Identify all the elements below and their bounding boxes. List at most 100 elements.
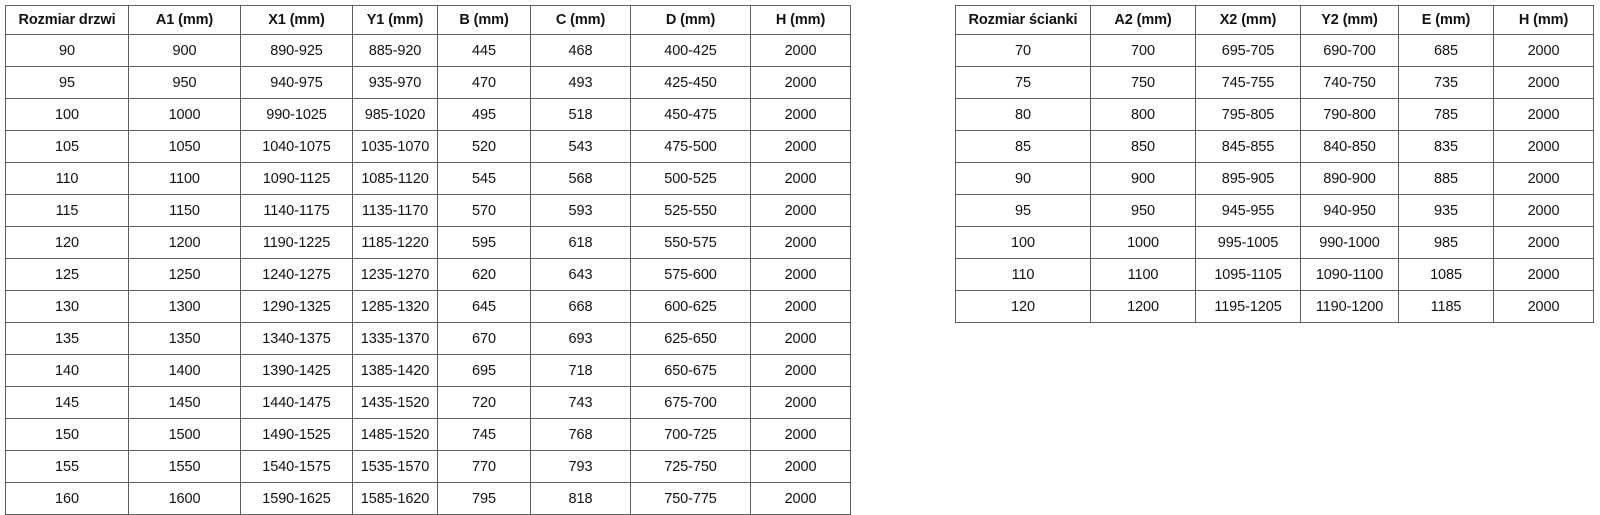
table-cell: 1050 bbox=[128, 130, 241, 163]
table-cell: 2000 bbox=[750, 162, 851, 195]
table-cell: 700 bbox=[1090, 34, 1196, 67]
table-cell: 150 bbox=[5, 418, 129, 451]
table-cell: 115 bbox=[5, 194, 129, 227]
wall-table-body: 70 700 695-705 690-700 685 2000 75 750 745-755 74… bbox=[955, 34, 1594, 323]
table-cell: 2000 bbox=[750, 258, 851, 291]
table-cell: 575-600 bbox=[630, 258, 751, 291]
table-cell: 120 bbox=[5, 226, 129, 259]
table-cell: 500-525 bbox=[630, 162, 751, 195]
wall-table-row: 120 1200 1195-1205 1190-1200 1185 2000 bbox=[955, 290, 1594, 323]
table-cell: 725-750 bbox=[630, 450, 751, 483]
table-cell: 750-775 bbox=[630, 482, 751, 515]
table-cell: 600-625 bbox=[630, 290, 751, 323]
table-cell: 525-550 bbox=[630, 194, 751, 227]
door-table-row: 160 1600 1590-1625 1585-1620 795 818 750-775 20… bbox=[5, 482, 851, 515]
table-cell: 570 bbox=[437, 194, 531, 227]
table-cell: 2000 bbox=[750, 130, 851, 163]
table-cell: 985-1020 bbox=[352, 98, 438, 131]
table-cell: 518 bbox=[530, 98, 631, 131]
table-cell: 1485-1520 bbox=[352, 418, 438, 451]
table-cell: 2000 bbox=[750, 290, 851, 323]
wall-table-row: 75 750 745-755 740-750 735 2000 bbox=[955, 66, 1594, 99]
table-cell: 2000 bbox=[1493, 162, 1594, 195]
table-cell: 795 bbox=[437, 482, 531, 515]
door-table-row: 130 1300 1290-1325 1285-1320 645 668 600-625 20… bbox=[5, 290, 851, 323]
column-header: B (mm) bbox=[437, 5, 531, 35]
table-cell: 885-920 bbox=[352, 34, 438, 67]
table-cell: 1285-1320 bbox=[352, 290, 438, 323]
table-cell: 1200 bbox=[128, 226, 241, 259]
table-cell: 1540-1575 bbox=[240, 450, 353, 483]
table-cell: 1535-1570 bbox=[352, 450, 438, 483]
table-cell: 2000 bbox=[750, 482, 851, 515]
table-cell: 740-750 bbox=[1300, 66, 1399, 99]
table-cell: 2000 bbox=[1493, 98, 1594, 131]
table-cell: 1090-1100 bbox=[1300, 258, 1399, 291]
table-cell: 1140-1175 bbox=[240, 194, 353, 227]
table-cell: 1440-1475 bbox=[240, 386, 353, 419]
column-header: H (mm) bbox=[750, 5, 851, 35]
table-cell: 900 bbox=[128, 34, 241, 67]
table-cell: 520 bbox=[437, 130, 531, 163]
table-cell: 1500 bbox=[128, 418, 241, 451]
door-table-body: 90 900 890-925 885-920 445 468 400-425 2000 95 95… bbox=[5, 34, 851, 515]
table-cell: 790-800 bbox=[1300, 98, 1399, 131]
table-cell: 95 bbox=[955, 194, 1091, 227]
table-cell: 493 bbox=[530, 66, 631, 99]
table-cell: 475-500 bbox=[630, 130, 751, 163]
table-cell: 1585-1620 bbox=[352, 482, 438, 515]
table-cell: 543 bbox=[530, 130, 631, 163]
table-cell: 1135-1170 bbox=[352, 194, 438, 227]
table-cell: 845-855 bbox=[1195, 130, 1301, 163]
table-cell: 2000 bbox=[750, 98, 851, 131]
table-cell: 940-950 bbox=[1300, 194, 1399, 227]
table-cell: 1340-1375 bbox=[240, 322, 353, 355]
table-cell: 1000 bbox=[128, 98, 241, 131]
table-cell: 793 bbox=[530, 450, 631, 483]
table-cell: 850 bbox=[1090, 130, 1196, 163]
table-cell: 1035-1070 bbox=[352, 130, 438, 163]
column-header: X2 (mm) bbox=[1195, 5, 1301, 35]
table-cell: 695 bbox=[437, 354, 531, 387]
table-cell: 1240-1275 bbox=[240, 258, 353, 291]
table-cell: 445 bbox=[437, 34, 531, 67]
table-cell: 70 bbox=[955, 34, 1091, 67]
table-cell: 145 bbox=[5, 386, 129, 419]
table-cell: 890-900 bbox=[1300, 162, 1399, 195]
table-cell: 105 bbox=[5, 130, 129, 163]
table-cell: 1390-1425 bbox=[240, 354, 353, 387]
column-header: Y1 (mm) bbox=[352, 5, 438, 35]
wall-table-row: 90 900 895-905 890-900 885 2000 bbox=[955, 162, 1594, 195]
table-cell: 85 bbox=[955, 130, 1091, 163]
table-cell: 2000 bbox=[750, 194, 851, 227]
table-cell: 770 bbox=[437, 450, 531, 483]
table-cell: 1385-1420 bbox=[352, 354, 438, 387]
table-cell: 400-425 bbox=[630, 34, 751, 67]
table-cell: 800 bbox=[1090, 98, 1196, 131]
table-cell: 743 bbox=[530, 386, 631, 419]
table-cell: 545 bbox=[437, 162, 531, 195]
table-cell: 2000 bbox=[1493, 66, 1594, 99]
table-cell: 1085 bbox=[1398, 258, 1494, 291]
door-table-row: 90 900 890-925 885-920 445 468 400-425 2000 bbox=[5, 34, 851, 67]
table-cell: 645 bbox=[437, 290, 531, 323]
table-cell: 1190-1225 bbox=[240, 226, 353, 259]
table-cell: 1040-1075 bbox=[240, 130, 353, 163]
table-cell: 125 bbox=[5, 258, 129, 291]
table-cell: 935 bbox=[1398, 194, 1494, 227]
table-cell: 735 bbox=[1398, 66, 1494, 99]
door-table-row: 150 1500 1490-1525 1485-1520 745 768 700-725 20… bbox=[5, 418, 851, 451]
table-cell: 670 bbox=[437, 322, 531, 355]
table-cell: 1490-1525 bbox=[240, 418, 353, 451]
wall-table-row: 110 1100 1095-1105 1090-1100 1085 2000 bbox=[955, 258, 1594, 291]
table-cell: 950 bbox=[1090, 194, 1196, 227]
table-cell: 890-925 bbox=[240, 34, 353, 67]
table-cell: 835 bbox=[1398, 130, 1494, 163]
table-cell: 468 bbox=[530, 34, 631, 67]
table-cell: 675-700 bbox=[630, 386, 751, 419]
table-cell: 895-905 bbox=[1195, 162, 1301, 195]
table-cell: 1190-1200 bbox=[1300, 290, 1399, 323]
table-cell: 785 bbox=[1398, 98, 1494, 131]
table-cell: 470 bbox=[437, 66, 531, 99]
